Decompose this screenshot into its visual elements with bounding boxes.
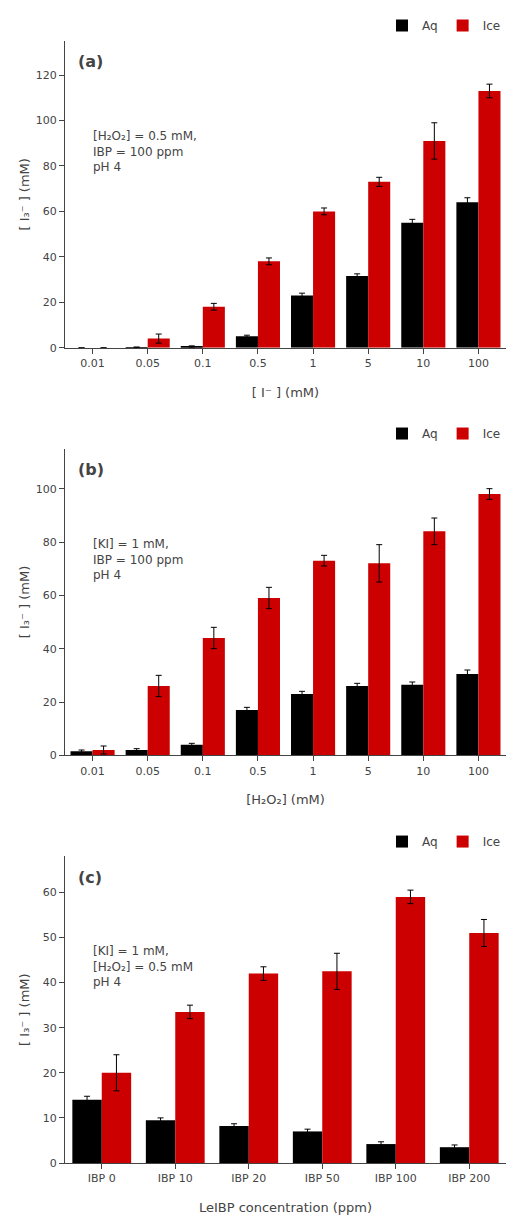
svg-text:60: 60 [43, 886, 57, 899]
svg-text:60: 60 [43, 205, 57, 218]
svg-text:60: 60 [43, 589, 57, 602]
svg-text:10: 10 [43, 1112, 57, 1125]
svg-text:0.5: 0.5 [249, 357, 267, 370]
svg-text:[H₂O₂] (mM): [H₂O₂] (mM) [246, 792, 325, 807]
svg-text:Ice: Ice [483, 427, 501, 441]
svg-text:(a): (a) [78, 52, 103, 71]
svg-text:Aq: Aq [422, 427, 438, 441]
svg-text:0.5: 0.5 [249, 765, 267, 778]
svg-text:LeIBP concentration (ppm): LeIBP concentration (ppm) [199, 1200, 372, 1215]
svg-text:0.1: 0.1 [194, 765, 212, 778]
svg-text:IBP 20: IBP 20 [231, 1172, 266, 1185]
svg-text:40: 40 [43, 251, 57, 264]
svg-text:[KI] = 1 mM,IBP = 100 ppmpH 4: [KI] = 1 mM,IBP = 100 ppmpH 4 [93, 537, 183, 582]
svg-text:[ I₃⁻ ] (mM): [ I₃⁻ ] (mM) [17, 973, 32, 1045]
svg-text:IBP 100: IBP 100 [375, 1172, 417, 1185]
svg-text:Ice: Ice [483, 19, 501, 33]
svg-text:20: 20 [43, 696, 57, 709]
svg-text:0.1: 0.1 [194, 357, 212, 370]
svg-text:0: 0 [50, 749, 57, 762]
svg-text:20: 20 [43, 296, 57, 309]
svg-text:100: 100 [36, 114, 57, 127]
svg-text:20: 20 [43, 1067, 57, 1080]
svg-text:10: 10 [416, 765, 430, 778]
svg-text:[ I₃⁻ ] (mM): [ I₃⁻ ] (mM) [17, 566, 32, 638]
svg-text:100: 100 [468, 765, 489, 778]
svg-text:100: 100 [36, 483, 57, 496]
svg-text:10: 10 [416, 357, 430, 370]
svg-text:1: 1 [310, 357, 317, 370]
svg-text:(b): (b) [78, 460, 104, 479]
svg-text:[H₂O₂] = 0.5 mM,IBP = 100 ppmp: [H₂O₂] = 0.5 mM,IBP = 100 ppmpH 4 [93, 129, 197, 174]
svg-text:[ I⁻ ] (mM): [ I⁻ ] (mM) [252, 385, 319, 400]
svg-text:IBP 50: IBP 50 [305, 1172, 340, 1185]
svg-text:0: 0 [50, 1157, 57, 1170]
svg-text:[KI] = 1 mM,[H₂O₂] = 0.5 mMpH: [KI] = 1 mM,[H₂O₂] = 0.5 mMpH 4 [93, 944, 193, 989]
svg-text:Ice: Ice [483, 835, 501, 849]
svg-text:50: 50 [43, 931, 57, 944]
svg-text:[ I₃⁻ ] (mM): [ I₃⁻ ] (mM) [17, 158, 32, 230]
svg-text:80: 80 [43, 160, 57, 173]
svg-text:100: 100 [468, 357, 489, 370]
svg-text:80: 80 [43, 536, 57, 549]
svg-text:0.05: 0.05 [135, 765, 160, 778]
svg-text:30: 30 [43, 1022, 57, 1035]
svg-text:IBP 200: IBP 200 [448, 1172, 490, 1185]
svg-text:(c): (c) [78, 868, 102, 887]
svg-text:0.01: 0.01 [80, 357, 105, 370]
svg-text:0: 0 [50, 342, 57, 355]
svg-text:Aq: Aq [422, 835, 438, 849]
svg-text:0.01: 0.01 [80, 765, 105, 778]
svg-text:1: 1 [310, 765, 317, 778]
svg-text:120: 120 [36, 69, 57, 82]
svg-text:IBP 0: IBP 0 [88, 1172, 116, 1185]
svg-text:IBP 10: IBP 10 [158, 1172, 193, 1185]
svg-text:5: 5 [365, 765, 372, 778]
svg-text:5: 5 [365, 357, 372, 370]
svg-text:40: 40 [43, 643, 57, 656]
svg-text:0.05: 0.05 [135, 357, 160, 370]
svg-text:Aq: Aq [422, 19, 438, 33]
svg-text:40: 40 [43, 976, 57, 989]
